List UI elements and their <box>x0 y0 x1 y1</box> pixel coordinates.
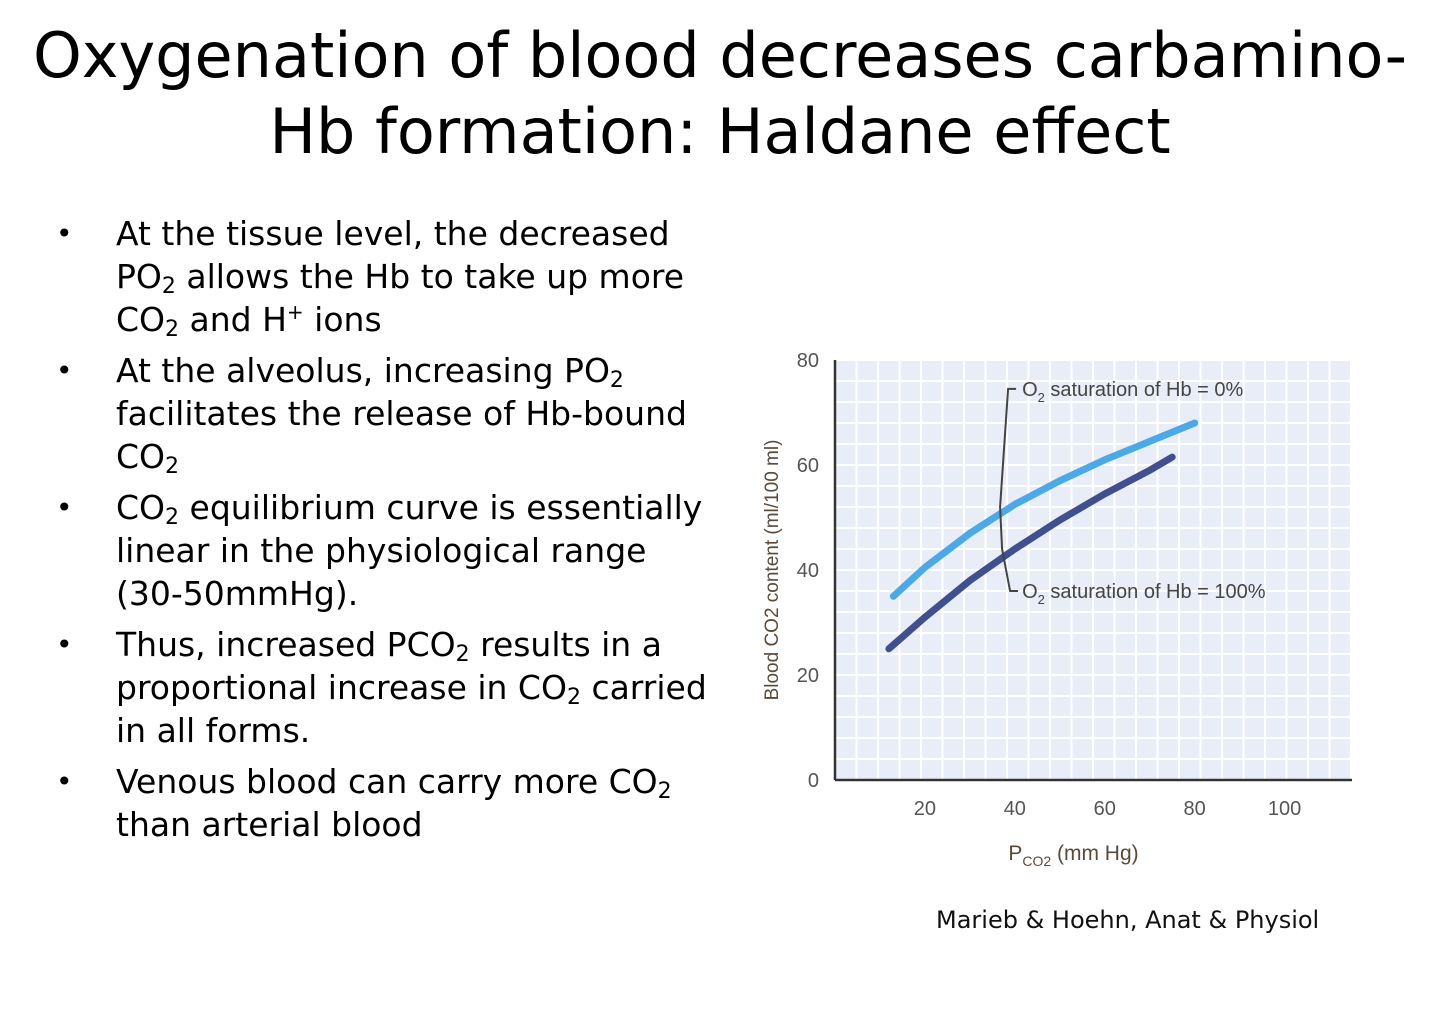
bullet-text: than arterial blood <box>116 805 423 844</box>
x-axis-label-subscript: CO2 <box>1022 853 1051 869</box>
subscript: 2 <box>455 642 470 667</box>
bullet-item: • At the tissue level, the decreased PO2 … <box>52 212 712 341</box>
bullet-text: Venous blood can carry more CO <box>116 762 658 801</box>
y-tick-label: 40 <box>797 560 819 582</box>
subscript: 2 <box>161 274 176 299</box>
x-tick-label: 100 <box>1268 798 1301 820</box>
subscript: 2 <box>609 368 624 393</box>
subscript: 2 <box>165 317 180 342</box>
bullet-dot: • <box>56 628 73 661</box>
y-axis-label: Blood CO2 content (ml/100 ml) <box>762 440 783 701</box>
bullet-text: Thus, increased PCO <box>116 625 456 664</box>
subscript: 2 <box>657 779 672 804</box>
superscript: + <box>286 300 304 324</box>
x-axis-label: PCO2 (mm Hg) <box>1008 842 1138 869</box>
bullet-text: results in a proportional increase in CO <box>116 625 662 707</box>
series-label-subscript: 2 <box>1038 592 1045 607</box>
bullet-text: carried in all forms. <box>116 668 707 750</box>
x-tick-label: 40 <box>1004 798 1026 820</box>
x-tick-label: 60 <box>1094 798 1116 820</box>
series-label-rest: saturation of Hb = 0% <box>1045 379 1244 401</box>
bullet-text: facilitates the release of Hb-bound CO <box>116 394 687 476</box>
bullet-text: equilibrium curve is essentially linear … <box>116 488 703 613</box>
subscript: 2 <box>566 685 581 710</box>
series-label: O2 saturation of Hb = 0% <box>1022 379 1243 405</box>
subscript: 2 <box>165 454 180 479</box>
x-tick-label: 20 <box>914 798 936 820</box>
bullet-item: • Venous blood can carry more CO2 than ar… <box>52 760 712 846</box>
bullet-text: CO <box>116 488 166 527</box>
x-tick-label: 80 <box>1184 798 1206 820</box>
series-label-o: O <box>1022 379 1038 401</box>
series-line-hb-0-percent <box>889 419 1199 600</box>
series-label: O2 saturation of Hb = 100% <box>1022 581 1266 607</box>
slide-title-line-2: Hb formation: Haldane effect <box>269 95 1171 168</box>
subscript: 2 <box>165 505 180 530</box>
bullet-dot: • <box>56 765 73 798</box>
bullet-text: At the alveolus, increasing PO <box>116 351 610 390</box>
x-axis-label-unit: (mm Hg) <box>1051 842 1139 865</box>
citation: Marieb & Hoehn, Anat & Physiol <box>936 906 1320 934</box>
bullet-item: • Thus, increased PCO2 results in a propo… <box>52 623 712 752</box>
bullet-list: • At the tissue level, the decreased PO2 … <box>52 212 712 854</box>
y-tick-label: 80 <box>797 350 819 372</box>
bullet-text: and H <box>179 300 287 339</box>
series-label-rest: saturation of Hb = 100% <box>1045 581 1266 603</box>
slide-title: Oxygenation of blood decreases carbamino… <box>0 18 1440 170</box>
y-tick-label: 60 <box>797 455 819 477</box>
bullet-dot: • <box>56 217 73 250</box>
series-line-hb-100-percent <box>885 453 1176 653</box>
label-leader-bracket <box>999 387 1019 592</box>
bullet-item: • CO2 equilibrium curve is essentially li… <box>52 486 712 615</box>
x-axis-label-p: P <box>1008 842 1022 865</box>
bullet-item: • At the alveolus, increasing PO2 facilit… <box>52 349 712 478</box>
bullet-text: allows the Hb to take up more CO <box>116 257 685 339</box>
series-label-subscript: 2 <box>1038 390 1045 405</box>
bullet-text: ions <box>303 300 382 339</box>
bullet-dot: • <box>56 491 73 524</box>
co2-content-chart: 0 20 40 60 80 20 40 60 80 100 Blood CO2 content (m… <box>762 350 1352 869</box>
bullet-dot: • <box>56 354 73 387</box>
slide-title-line-1: Oxygenation of blood decreases carbamino… <box>32 19 1408 92</box>
y-tick-label: 0 <box>808 770 819 792</box>
bullet-text: At the tissue level, the decreased PO <box>116 214 670 296</box>
y-tick-label: 20 <box>797 665 819 687</box>
series-label-o: O <box>1022 581 1038 603</box>
